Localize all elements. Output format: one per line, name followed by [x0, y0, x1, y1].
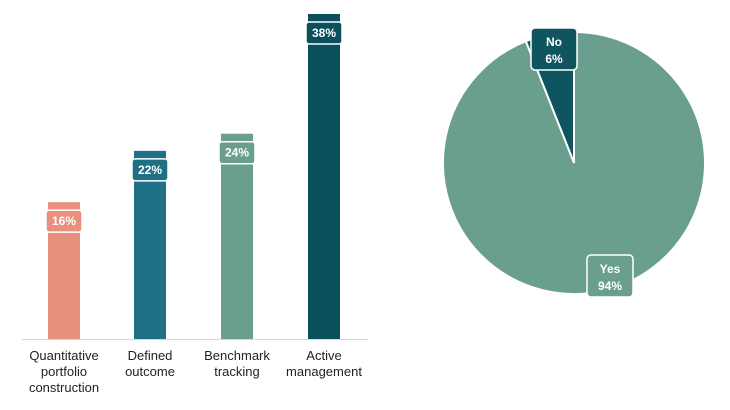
pie-slice-value: 6%	[545, 52, 563, 66]
pie-slice-value: 94%	[598, 279, 622, 293]
data-label-box	[218, 140, 256, 165]
x-tick-label: Quantitative	[29, 348, 98, 363]
bar	[221, 133, 253, 339]
data-label: 38%	[312, 26, 336, 40]
pie-chart: No 6% Yes 94%	[442, 27, 706, 298]
x-tick-label: Benchmark	[204, 348, 270, 363]
x-tick-label: tracking	[214, 364, 260, 379]
bar-group: 22%	[131, 150, 169, 339]
x-tick-label: Active	[306, 348, 341, 363]
x-tick-label: portfolio	[41, 364, 87, 379]
pie-label-box	[530, 27, 578, 71]
data-label-box	[45, 209, 83, 233]
x-tick-label: Defined	[128, 348, 173, 363]
bar	[134, 150, 166, 339]
bar	[308, 14, 340, 339]
pie-slice-name: Yes	[600, 262, 621, 276]
pie-label-yes: Yes 94%	[586, 254, 634, 298]
data-label-box	[131, 158, 169, 182]
bar-group: 24%	[218, 133, 256, 339]
pie-label-no: No 6%	[530, 27, 578, 71]
bar-group: 16%	[45, 202, 83, 339]
data-label-box	[305, 21, 343, 45]
data-label: 22%	[138, 163, 162, 177]
data-label: 16%	[52, 214, 76, 228]
pie-slice-name: No	[546, 35, 562, 49]
x-tick-label: construction	[29, 380, 99, 395]
data-label: 24%	[225, 146, 249, 160]
bar-group: 38%	[305, 14, 343, 339]
pie-slice-yes	[442, 30, 706, 295]
x-tick-label: outcome	[125, 364, 175, 379]
pie-label-box	[586, 254, 634, 298]
x-tick-label: management	[286, 364, 362, 379]
